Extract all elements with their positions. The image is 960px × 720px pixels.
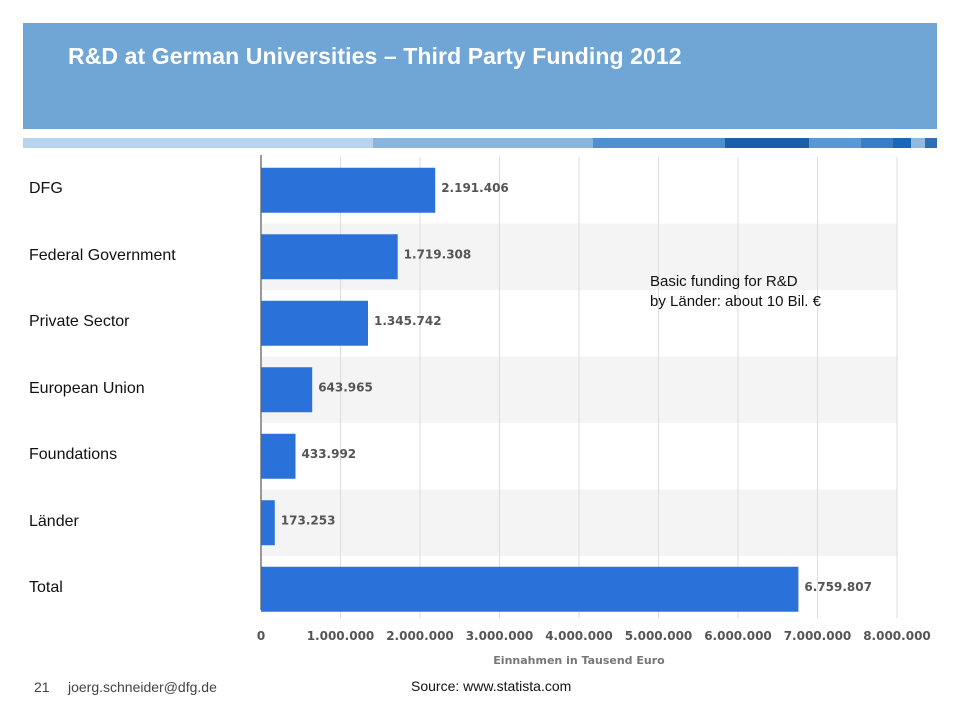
x-axis-title: Einnahmen in Tausend Euro [493,654,665,667]
decor-strip [725,138,809,148]
slide-title: R&D at German Universities – Third Party… [68,43,682,69]
annotation-line-1: Basic funding for R&D [650,273,798,290]
x-tick-label: 0 [257,629,265,643]
page-number: 21 [34,679,50,695]
data-label: 643.965 [318,380,373,394]
author-email: joerg.schneider@dfg.de [68,679,217,695]
decor-strip [23,138,373,148]
decor-strip [893,138,911,148]
decor-strip [861,138,893,148]
bar [261,433,296,479]
bar [261,500,275,546]
source-note: Source: www.statista.com [411,678,572,694]
bar [261,367,313,413]
category-label: Foundations [29,446,118,464]
x-tick-label: 2.000.000 [386,629,454,643]
data-label: 1.719.308 [404,247,472,261]
decor-strip [593,138,725,148]
annotation-line-2: by Länder: about 10 Bil. € [650,293,821,310]
data-label: 6.759.807 [804,580,872,594]
data-label: 173.253 [281,513,336,527]
category-label: DFG [29,180,63,198]
data-label: 1.345.742 [374,314,442,328]
x-tick-label: 8.000.000 [863,629,931,643]
bar [261,167,436,213]
x-tick-label: 4.000.000 [545,629,613,643]
category-label: Länder [29,512,79,530]
x-tick-label: 5.000.000 [625,629,693,643]
data-label: 2.191.406 [441,181,509,195]
annotation: Basic funding for R&D by Länder: about 1… [650,272,821,312]
category-label: Federal Government [29,246,176,264]
category-label: Total [29,579,63,597]
bar [261,234,398,280]
x-tick-label: 7.000.000 [784,629,852,643]
decor-strip [925,138,937,148]
decor-strip [911,138,925,148]
category-label: Private Sector [29,313,130,331]
decor-strip [809,138,861,148]
decor-strip [373,138,593,148]
x-tick-label: 6.000.000 [704,629,772,643]
category-label: European Union [29,379,145,397]
x-tick-label: 1.000.000 [307,629,375,643]
bar [261,300,368,346]
title-banner: R&D at German Universities – Third Party… [23,23,937,129]
data-label: 433.992 [302,447,357,461]
x-tick-label: 3.000.000 [466,629,534,643]
bar [261,566,799,612]
